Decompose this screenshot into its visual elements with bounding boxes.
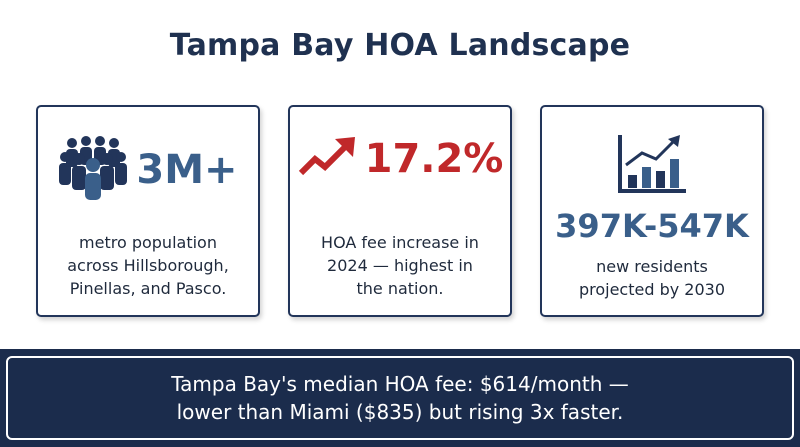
bar-chart-growth-icon xyxy=(542,133,762,199)
page-title: Tampa Bay HOA Landscape xyxy=(169,28,631,63)
stat-card-population: 3M+ metro population across Hillsborough… xyxy=(36,105,260,317)
fee-increase-description: HOA fee increase in 2024 — highest in th… xyxy=(290,231,510,300)
desc-line: new residents xyxy=(596,257,708,276)
summary-box: Tampa Bay's median HOA fee: $614/month —… xyxy=(6,356,794,440)
summary-banner: Tampa Bay's median HOA fee: $614/month —… xyxy=(0,349,800,447)
population-value: 3M+ xyxy=(136,147,238,193)
growth-description: new residents projected by 2030 xyxy=(542,255,762,301)
desc-line: 2024 — highest in xyxy=(327,256,473,275)
desc-line: metro population xyxy=(79,233,217,252)
desc-line: the nation. xyxy=(356,279,444,298)
stat-row: 3M+ xyxy=(38,135,258,205)
stat-card-fee-increase: 17.2% HOA fee increase in 2024 — highest… xyxy=(288,105,512,317)
summary-line-2: lower than Miami ($835) but rising 3x fa… xyxy=(176,400,624,424)
growth-value: 397K-547K xyxy=(555,207,749,245)
stat-card-growth: 397K-547K new residents projected by 203… xyxy=(540,105,764,317)
stat-row: 17.2% xyxy=(290,135,510,183)
desc-line: across Hillsborough, xyxy=(67,256,229,275)
desc-line: Pinellas, and Pasco. xyxy=(69,279,227,298)
desc-line: HOA fee increase in xyxy=(321,233,479,252)
summary-line-1: Tampa Bay's median HOA fee: $614/month — xyxy=(171,372,629,396)
people-group-icon xyxy=(58,135,128,205)
trend-up-arrow-icon xyxy=(297,135,357,183)
desc-line: projected by 2030 xyxy=(578,280,726,299)
fee-increase-value: 17.2% xyxy=(364,136,504,182)
population-description: metro population across Hillsborough, Pi… xyxy=(38,231,258,300)
